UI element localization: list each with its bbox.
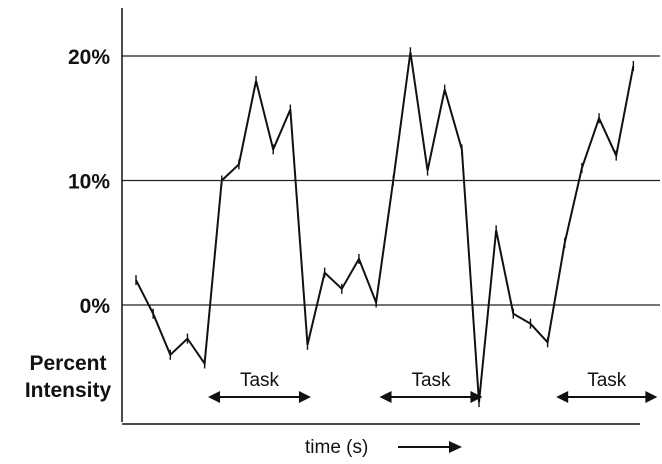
y-tick-label-0: 0% bbox=[80, 295, 111, 318]
gridlines bbox=[122, 55, 660, 306]
time-arrow-icon bbox=[398, 441, 462, 453]
task-arrow-right-icon-0 bbox=[298, 391, 311, 403]
task-arrow-right-icon-1 bbox=[470, 391, 483, 403]
x-axis-label: time (s) bbox=[305, 437, 368, 458]
task-period-2: Task bbox=[556, 370, 658, 403]
task-period-1: Task bbox=[379, 370, 483, 403]
y-axis-label-line-2: Intensity bbox=[25, 379, 112, 402]
series-layer bbox=[135, 47, 635, 408]
y-axis-label-line-1: Percent bbox=[29, 352, 106, 375]
task-label-1: Task bbox=[411, 370, 451, 391]
task-arrow-left-icon-0 bbox=[208, 391, 221, 403]
y-tick-labels: 0% 10% 20% bbox=[68, 46, 110, 318]
task-arrow-left-icon-1 bbox=[379, 391, 392, 403]
task-arrow-right-icon-2 bbox=[645, 391, 658, 403]
task-arrow-left-icon-2 bbox=[556, 391, 569, 403]
series-line bbox=[135, 52, 635, 403]
y-tick-label-2: 20% bbox=[68, 46, 110, 69]
task-label-2: Task bbox=[587, 370, 627, 391]
y-tick-label-1: 10% bbox=[68, 171, 110, 194]
task-period-0: Task bbox=[208, 370, 311, 403]
task-periods: Task Task Task bbox=[208, 370, 658, 403]
task-label-0: Task bbox=[240, 370, 280, 391]
